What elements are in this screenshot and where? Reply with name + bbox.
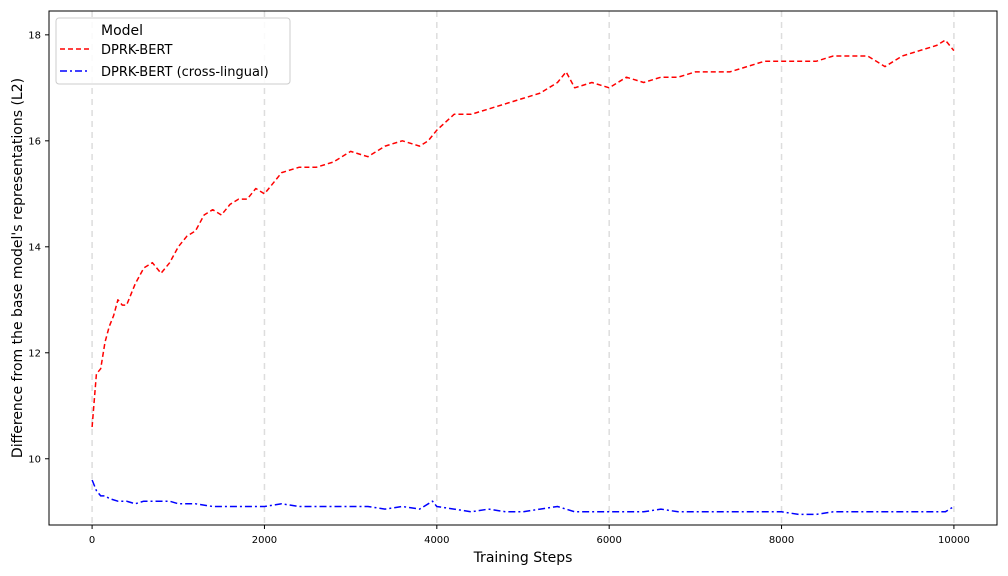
y-tick-label-16: 16	[28, 136, 41, 147]
y-axis-title: Difference from the base model's represe…	[10, 78, 26, 458]
series-line-dprk-bert-cross-lingual	[91, 479, 955, 516]
x-tick-label-8000: 8000	[769, 535, 794, 546]
plot-frame	[48, 10, 998, 526]
x-tick-label-2000: 2000	[252, 535, 277, 546]
y-tick-label-14: 14	[28, 242, 41, 253]
legend-title: Model	[101, 23, 143, 39]
legend: Model DPRK-BERT DPRK-BERT (cross-lingual…	[55, 17, 291, 85]
y-axis-ticks: 10 12 14 16 18	[28, 30, 49, 465]
x-axis-ticks: 0 2000 4000 6000 8000 10000	[89, 525, 970, 546]
legend-label-dprk-bert-cross-lingual: DPRK-BERT (cross-lingual)	[101, 65, 269, 80]
vertical-gridlines	[91, 11, 955, 525]
y-tick-label-18: 18	[28, 30, 41, 41]
x-tick-label-0: 0	[89, 535, 95, 546]
x-axis-title: Training Steps	[473, 550, 573, 566]
x-tick-label-4000: 4000	[424, 535, 449, 546]
x-tick-label-10000: 10000	[938, 535, 970, 546]
legend-label-dprk-bert: DPRK-BERT	[101, 43, 172, 58]
series-lines	[91, 39, 955, 516]
y-tick-label-10: 10	[28, 454, 41, 465]
x-tick-label-6000: 6000	[596, 535, 621, 546]
legend-box	[55, 17, 291, 85]
series-line-dprk-bert	[91, 39, 955, 428]
y-tick-label-12: 12	[28, 348, 41, 359]
